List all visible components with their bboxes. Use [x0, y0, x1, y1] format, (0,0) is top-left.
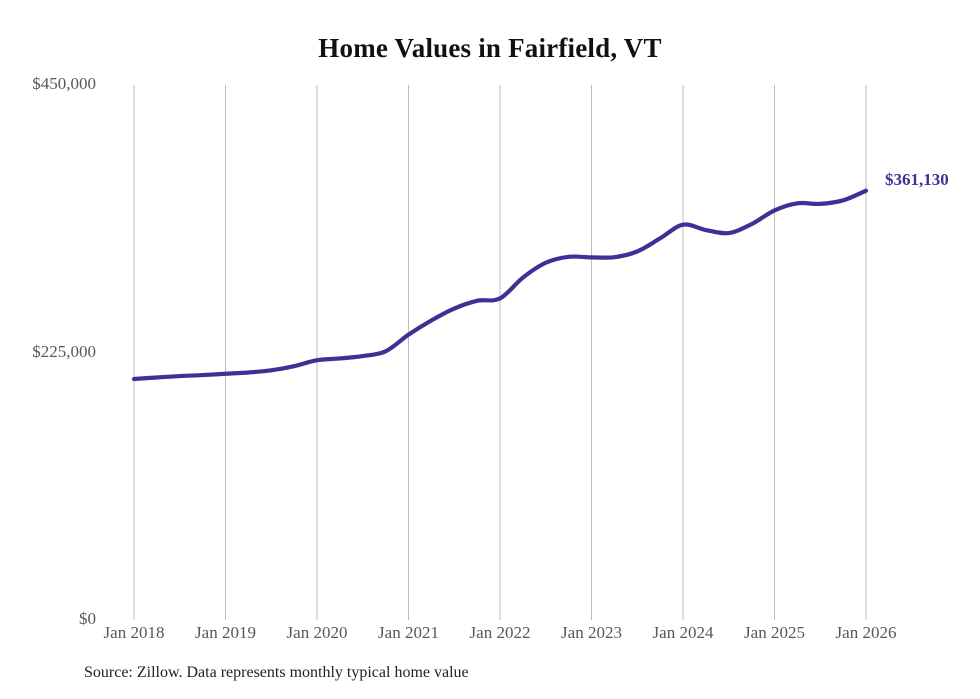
y-tick-label: $450,000	[32, 74, 96, 93]
value-line-series	[131, 188, 869, 382]
x-tick-label: Jan 2021	[378, 623, 439, 642]
x-tick-label: Jan 2023	[561, 623, 622, 642]
x-tick-label: Jan 2025	[744, 623, 805, 642]
x-tick-label: Jan 2020	[286, 623, 348, 642]
y-tick-label: $0	[79, 609, 96, 628]
end-value-annotation: $361,130	[885, 169, 949, 189]
chart-title: Home Values in Fairfield, VT	[318, 33, 662, 63]
source-note: Source: Zillow. Data represents monthly …	[84, 664, 469, 681]
gridlines-group	[133, 85, 867, 620]
x-tick-label: Jan 2024	[652, 623, 714, 642]
x-tick-label: Jan 2018	[103, 623, 165, 642]
x-tick-label: Jan 2019	[195, 623, 256, 642]
x-tick-label: Jan 2022	[469, 623, 531, 642]
x-tick-label: Jan 2026	[835, 623, 897, 642]
y-tick-label: $225,000	[32, 341, 96, 361]
